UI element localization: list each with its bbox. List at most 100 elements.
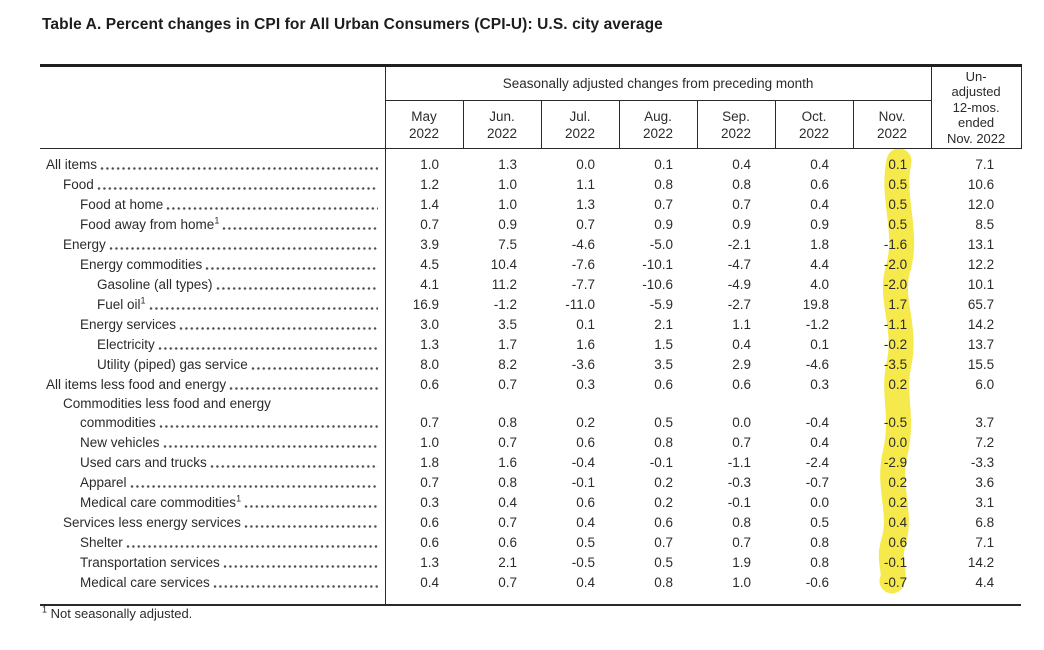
- value-cell: 3.7: [975, 415, 995, 430]
- row-label: Services less energy services: [63, 514, 241, 530]
- value-cell: -0.1: [649, 454, 673, 470]
- value-cell: 0.5: [654, 554, 673, 570]
- value-cell: -0.4: [805, 415, 829, 430]
- value-cell: 0.2: [654, 494, 673, 510]
- value-cell: 6.8: [975, 514, 995, 530]
- dot-leader: [125, 543, 378, 549]
- value-cell: 1.0: [420, 434, 439, 450]
- value-cell: -0.7: [883, 574, 908, 590]
- table-row-all-items-less-food-and-energy: All items less food and energy 0.6 0.7 0.3 0…: [40, 374, 1021, 394]
- table-row-used-cars-and-trucks: Used cars and trucks 1.8 1.6 -0.4 -0.1 -1.1 -2…: [40, 452, 1021, 472]
- value-cell: -4.9: [727, 276, 751, 292]
- value-cell: 10.4: [490, 256, 517, 272]
- column-header-unadjusted-12mos: Un-adjusted 12-mos. ended Nov. 2022: [930, 65, 1022, 149]
- value-cell: -0.2: [883, 336, 908, 352]
- row-label-cell: Used cars and trucks: [40, 452, 386, 472]
- dot-leader: [129, 483, 378, 489]
- value-cell: 0.7: [576, 216, 595, 232]
- value-cell: 0.7: [420, 415, 439, 430]
- column-header-oct: Oct. 2022: [774, 100, 853, 149]
- value-cell: 0.5: [810, 514, 829, 530]
- value-cell: 0.5: [576, 534, 595, 550]
- dot-leader: [179, 325, 378, 331]
- value-cell: 15.5: [967, 356, 995, 372]
- value-cell: 0.4: [732, 156, 751, 172]
- row-label: Gasoline (all types): [97, 276, 213, 292]
- row-label-cell: Food: [40, 174, 386, 194]
- value-cell: 0.7: [732, 196, 751, 212]
- value-cell: 16.9: [412, 296, 439, 312]
- value-cell: -5.9: [649, 296, 673, 312]
- table-row-utility-piped-gas-service: Utility (piped) gas service 8.0 8.2 -3.6 3.5…: [40, 354, 1021, 374]
- row-label-cell: Services less energy services: [40, 512, 386, 532]
- table-row-medical-care-services: Medical care services 0.4 0.7 0.4 0.8 1.0 -0.6…: [40, 572, 1021, 605]
- value-cell: 0.6: [420, 514, 439, 530]
- value-cell: 3.5: [498, 316, 517, 332]
- footnote-ref: 1: [236, 493, 242, 503]
- footnote: 1 Not seasonally adjusted.: [42, 605, 192, 621]
- value-cell: 8.5: [975, 216, 995, 232]
- value-cell: 0.7: [498, 514, 517, 530]
- value-cell: 1.3: [420, 554, 439, 570]
- value-cell: 0.7: [732, 434, 751, 450]
- value-cell: 1.3: [498, 156, 517, 172]
- row-label: Food: [63, 176, 94, 192]
- value-cell: 6.0: [975, 376, 995, 392]
- dot-leader: [108, 245, 378, 251]
- row-label: Food away from home1: [80, 215, 220, 232]
- dot-leader: [209, 463, 378, 469]
- value-cell: 0.0: [732, 415, 751, 430]
- value-cell: 0.8: [654, 176, 673, 192]
- value-cell: 0.5: [888, 196, 908, 212]
- value-cell: 10.1: [967, 276, 995, 292]
- value-cell: 3.6: [975, 474, 995, 490]
- cpi-table-container: Seasonally adjusted changes from precedi…: [40, 64, 1022, 606]
- dot-leader: [158, 424, 378, 429]
- row-label: Shelter: [80, 534, 123, 550]
- value-cell: 0.6: [576, 434, 595, 450]
- dot-leader: [96, 185, 378, 191]
- column-header-sep: Sep. 2022: [696, 100, 775, 149]
- value-cell: -0.5: [883, 415, 908, 430]
- value-cell: 1.4: [420, 196, 439, 212]
- value-cell: -1.1: [883, 316, 908, 332]
- value-cell: 12.0: [967, 196, 995, 212]
- value-cell: -0.1: [727, 494, 751, 510]
- value-cell: -10.1: [642, 256, 673, 272]
- value-cell: 0.4: [420, 574, 439, 590]
- value-cell: -2.7: [727, 296, 751, 312]
- table-row-new-vehicles: New vehicles 1.0 0.7 0.6 0.8 0.7 0.4 0.0 7.2: [40, 432, 1021, 452]
- row-label: Medical care commodities1: [80, 493, 242, 510]
- value-cell: 19.8: [802, 296, 829, 312]
- value-cell: 0.2: [888, 474, 908, 490]
- row-label-cell: Food away from home1: [40, 214, 386, 234]
- value-cell: -2.0: [883, 276, 908, 292]
- table-row-energy: Energy 3.9 7.5 -4.6 -5.0 -2.1 1.8 -1.6 13.1: [40, 234, 1021, 254]
- value-cell: 0.7: [732, 534, 751, 550]
- value-cell: -1.2: [805, 316, 829, 332]
- dot-leader: [205, 265, 378, 271]
- value-cell: 0.7: [498, 574, 517, 590]
- column-header-jun: Jun. 2022: [462, 100, 541, 149]
- dot-leader: [215, 285, 378, 291]
- dot-leader: [222, 225, 378, 231]
- row-label: Energy services: [80, 316, 177, 332]
- dot-leader: [212, 583, 378, 589]
- value-cell: 0.4: [576, 514, 595, 530]
- dot-leader: [222, 563, 378, 569]
- value-cell: 13.1: [967, 236, 995, 252]
- value-cell: 0.6: [888, 534, 908, 550]
- row-label-cell: New vehicles: [40, 432, 386, 452]
- table-row-apparel: Apparel 0.7 0.8 -0.1 0.2 -0.3 -0.7 0.2 3.6: [40, 472, 1021, 492]
- value-cell: 1.1: [732, 316, 751, 332]
- value-cell: 1.3: [576, 196, 595, 212]
- row-label-continued: commodities: [80, 415, 156, 430]
- table-row-shelter: Shelter 0.6 0.6 0.5 0.7 0.7 0.8 0.6 7.1: [40, 532, 1021, 552]
- value-cell: 0.8: [498, 415, 517, 430]
- value-cell: 65.7: [967, 296, 995, 312]
- value-cell: 12.2: [967, 256, 995, 272]
- row-label-cell: Apparel: [40, 472, 386, 492]
- row-label-cell: Commodities less food and energy commodit…: [40, 394, 386, 432]
- value-cell: 1.0: [420, 156, 439, 172]
- value-cell: 8.0: [420, 356, 439, 372]
